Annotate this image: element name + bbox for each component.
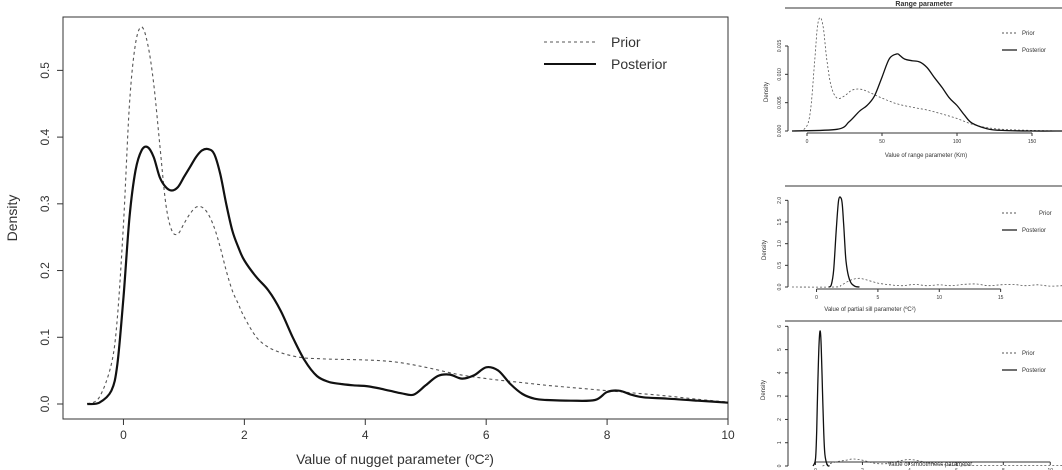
y-tick-label: 0.3 bbox=[38, 195, 52, 212]
x-axis: 0 50 100 150 bbox=[806, 132, 1037, 145]
x-tick-label: 50 bbox=[879, 139, 885, 145]
y-tick-label: 4 bbox=[777, 371, 783, 374]
x-tick-label: 100 bbox=[953, 139, 962, 145]
y-tick-label: 2 bbox=[777, 418, 783, 421]
x-tick-label: 0 bbox=[815, 295, 818, 301]
legend: Prior Posterior bbox=[1002, 351, 1046, 374]
series-group bbox=[86, 26, 729, 406]
y-tick-label: 0.015 bbox=[777, 40, 783, 53]
y-axis-title: Density bbox=[4, 195, 20, 242]
y-tick-label: 0.1 bbox=[38, 329, 52, 346]
x-tick-label: 10 bbox=[1047, 468, 1053, 470]
series-group bbox=[791, 196, 1062, 288]
legend-prior-label: Prior bbox=[1022, 351, 1035, 357]
y-tick-label: 0.000 bbox=[777, 125, 783, 138]
prior-curve bbox=[822, 458, 1062, 467]
legend-posterior-label: Posterior bbox=[1022, 228, 1046, 234]
y-tick-label: 1.5 bbox=[777, 218, 783, 225]
x-axis-title: Value of smoothness parameter bbox=[888, 462, 973, 468]
x-tick-label: 0 bbox=[814, 468, 817, 470]
y-tick-label: 3 bbox=[777, 395, 783, 398]
y-tick-label: 0.010 bbox=[777, 68, 783, 81]
y-tick-label: 1 bbox=[777, 441, 783, 444]
y-tick-label: 0.5 bbox=[38, 62, 52, 79]
prior-curve bbox=[791, 277, 1062, 288]
posterior-curve bbox=[87, 145, 729, 406]
x-tick-label: 4 bbox=[362, 428, 369, 442]
y-tick-label: 0.0 bbox=[777, 283, 783, 290]
y-axis: 0.000 0.005 0.010 0.015 bbox=[777, 40, 789, 138]
x-tick-label: 150 bbox=[1028, 139, 1037, 145]
legend: Prior Posterior bbox=[1002, 31, 1046, 54]
legend-prior-label: Prior bbox=[1039, 211, 1052, 217]
x-tick-label: 8 bbox=[604, 428, 611, 442]
x-tick-label: 2 bbox=[861, 468, 864, 470]
y-tick-label: 0.005 bbox=[777, 96, 783, 109]
range-chart: Range parameter 0.000 0.005 0.010 0.015 0 50… bbox=[764, 1, 1062, 159]
prior-curve bbox=[86, 26, 729, 405]
legend-posterior-label: Posterior bbox=[1022, 368, 1046, 374]
x-tick-label: 6 bbox=[955, 468, 958, 470]
x-axis: 0 2 4 6 8 10 bbox=[120, 418, 735, 442]
partial-sill-chart: 0.0 0.5 1.0 1.5 2.0 0 5 10 15 Prior Posterior V… bbox=[762, 185, 1062, 313]
x-axis: 0 2 4 6 8 10 bbox=[814, 461, 1053, 470]
x-tick-label: 10 bbox=[721, 428, 735, 442]
y-tick-label: 0.0 bbox=[38, 395, 52, 412]
legend: Prior Posterior bbox=[1002, 211, 1052, 234]
x-tick-label: 5 bbox=[877, 295, 880, 301]
y-tick-label: 0 bbox=[777, 464, 783, 467]
posterior-curve bbox=[828, 196, 860, 288]
y-axis: 0.0 0.5 1.0 1.5 2.0 bbox=[777, 197, 789, 290]
legend-posterior-label: Posterior bbox=[611, 56, 667, 72]
plot-frame bbox=[62, 16, 729, 420]
y-tick-label: 0.4 bbox=[38, 128, 52, 145]
y-axis-title: Density bbox=[761, 380, 767, 400]
x-axis-title: Value of range parameter (Km) bbox=[885, 153, 967, 159]
x-axis-title: Value of nugget parameter (ºC²) bbox=[296, 451, 494, 467]
nugget-chart: 0.0 0.1 0.2 0.3 0.4 0.5 0 2 4 6 8 10 Prior Posteri… bbox=[4, 16, 735, 467]
series-group bbox=[791, 17, 1062, 132]
x-tick-label: 6 bbox=[483, 428, 490, 442]
y-tick-label: 2.0 bbox=[777, 197, 783, 204]
x-tick-label: 4 bbox=[908, 468, 911, 470]
x-tick-label: 8 bbox=[1002, 468, 1005, 470]
x-tick-label: 0 bbox=[806, 139, 809, 145]
range-chart-title: Range parameter bbox=[895, 1, 952, 8]
legend-prior-label: Prior bbox=[1022, 31, 1035, 37]
y-axis: 0.0 0.1 0.2 0.3 0.4 0.5 bbox=[38, 62, 64, 412]
legend-prior-label: Prior bbox=[611, 34, 641, 50]
smoothness-chart: 0 1 2 3 4 5 6 0 2 4 6 8 10 Prior Posterior Value of… bbox=[761, 320, 1062, 470]
legend-posterior-label: Posterior bbox=[1022, 48, 1046, 54]
prior-curve bbox=[791, 17, 1062, 132]
y-tick-label: 1.0 bbox=[777, 240, 783, 247]
x-axis-title: Value of partial sill parameter (ºC²) bbox=[824, 306, 915, 313]
legend: Prior Posterior bbox=[544, 34, 667, 72]
x-tick-label: 10 bbox=[936, 295, 942, 301]
x-tick-label: 2 bbox=[241, 428, 248, 442]
y-tick-label: 6 bbox=[777, 325, 783, 328]
y-tick-label: 0.2 bbox=[38, 262, 52, 279]
y-tick-label: 0.5 bbox=[777, 262, 783, 269]
x-tick-label: 15 bbox=[998, 295, 1004, 301]
y-tick-label: 5 bbox=[777, 348, 783, 351]
x-tick-label: 0 bbox=[120, 428, 127, 442]
y-axis: 0 1 2 3 4 5 6 bbox=[777, 325, 789, 467]
x-axis: 0 5 10 15 bbox=[815, 288, 1004, 301]
series-group bbox=[812, 330, 1062, 467]
y-axis-title: Density bbox=[764, 82, 770, 102]
y-axis-title: Density bbox=[762, 240, 768, 260]
posterior-curve bbox=[812, 330, 830, 467]
posterior-curve bbox=[791, 53, 1062, 132]
